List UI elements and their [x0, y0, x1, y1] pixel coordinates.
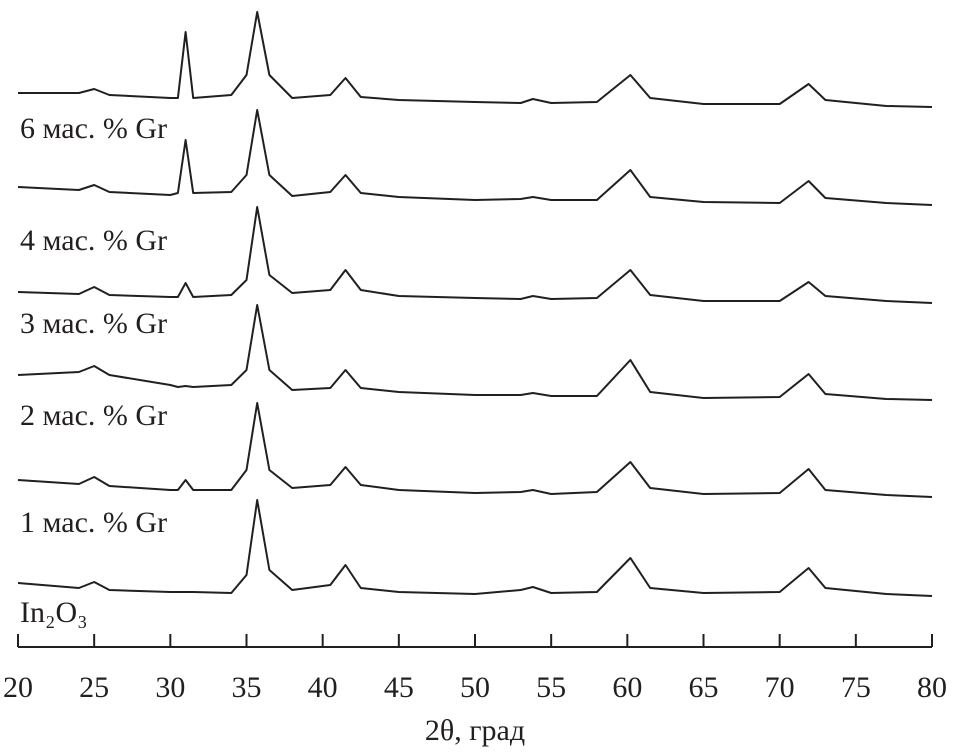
- x-tick-label: 55: [536, 671, 566, 704]
- x-axis-label: 2θ, град: [425, 714, 525, 747]
- series-label: In₂O₃: [20, 596, 88, 629]
- x-tick-label: 60: [612, 671, 642, 704]
- x-tick-label: 50: [460, 671, 490, 704]
- x-tick-label: 25: [79, 671, 109, 704]
- xrd-trace: [17, 109, 933, 206]
- x-tick-label: 35: [232, 671, 262, 704]
- series-label: 1 мас. % Gr: [20, 506, 167, 539]
- x-tick-label: 75: [841, 671, 871, 704]
- x-tick-label: 80: [917, 671, 947, 704]
- xrd-trace: [17, 499, 933, 597]
- series-label: 2 мас. % Gr: [20, 399, 167, 432]
- xrd-trace: [18, 11, 933, 108]
- x-tick-label: 65: [689, 671, 719, 704]
- xrd-trace: [17, 304, 933, 401]
- x-tick-label: 70: [765, 671, 795, 704]
- xrd-trace: [17, 206, 933, 304]
- x-tick-label: 45: [384, 671, 414, 704]
- series-label: 6 мас. % Gr: [20, 112, 167, 145]
- x-tick-label: 20: [3, 671, 33, 704]
- x-tick-label: 30: [155, 671, 185, 704]
- xrd-trace: [17, 402, 933, 498]
- x-tick-label: 40: [308, 671, 338, 704]
- series-label: 4 мас. % Gr: [20, 224, 167, 257]
- series-label: 3 мас. % Gr: [20, 307, 167, 340]
